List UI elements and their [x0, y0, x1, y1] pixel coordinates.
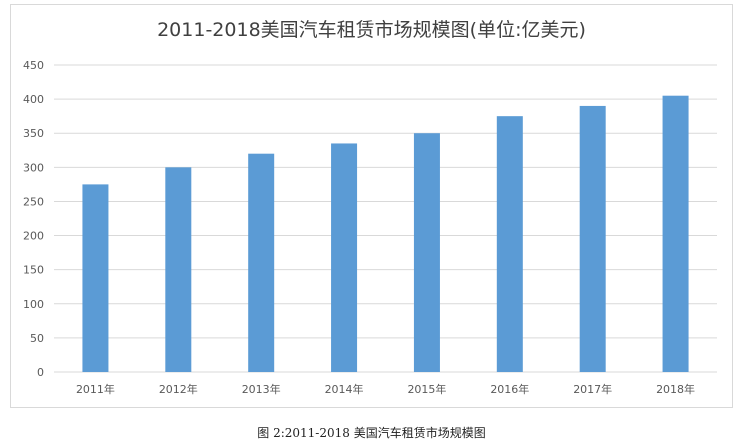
x-tick-label: 2016年 — [490, 382, 529, 396]
y-tick-label: 400 — [23, 93, 44, 106]
bar — [413, 133, 440, 372]
bar — [662, 95, 689, 372]
x-tick-label: 2013年 — [242, 382, 281, 396]
bar — [165, 167, 192, 372]
y-tick-label: 300 — [23, 161, 44, 174]
x-tick-label: 2011年 — [76, 382, 115, 396]
y-tick-label: 350 — [23, 127, 44, 140]
y-axis-tick-labels: 0 50 100 150 200 250 300 350 400 450 — [23, 59, 44, 379]
y-tick-label: 250 — [23, 195, 44, 208]
x-tick-label: 2018年 — [656, 382, 695, 396]
bar — [248, 153, 275, 372]
figure-caption: 图 2:2011-2018 美国汽车租赁市场规模图 — [257, 426, 486, 440]
bar — [82, 184, 109, 372]
x-tick-label: 2017年 — [573, 382, 612, 396]
bar — [579, 105, 606, 372]
y-tick-label: 450 — [23, 59, 44, 72]
y-tick-label: 150 — [23, 264, 44, 277]
y-tick-label: 200 — [23, 230, 44, 243]
chart-title: 2011-2018美国汽车租赁市场规模图(单位:亿美元) — [157, 19, 586, 41]
bar — [331, 143, 358, 372]
bars — [82, 95, 689, 373]
chart-frame — [10, 4, 733, 408]
y-tick-label: 100 — [23, 298, 44, 311]
bar — [496, 116, 523, 373]
gridlines — [54, 64, 717, 373]
y-tick-label: 0 — [37, 366, 44, 379]
y-tick-label: 50 — [30, 332, 44, 345]
x-tick-label: 2012年 — [159, 382, 198, 396]
x-tick-label: 2015年 — [407, 382, 446, 396]
x-tick-label: 2014年 — [325, 382, 364, 396]
x-axis-tick-labels: 2011年 2012年 2013年 2014年 2015年 2016年 2017年 2018年 — [76, 382, 695, 396]
